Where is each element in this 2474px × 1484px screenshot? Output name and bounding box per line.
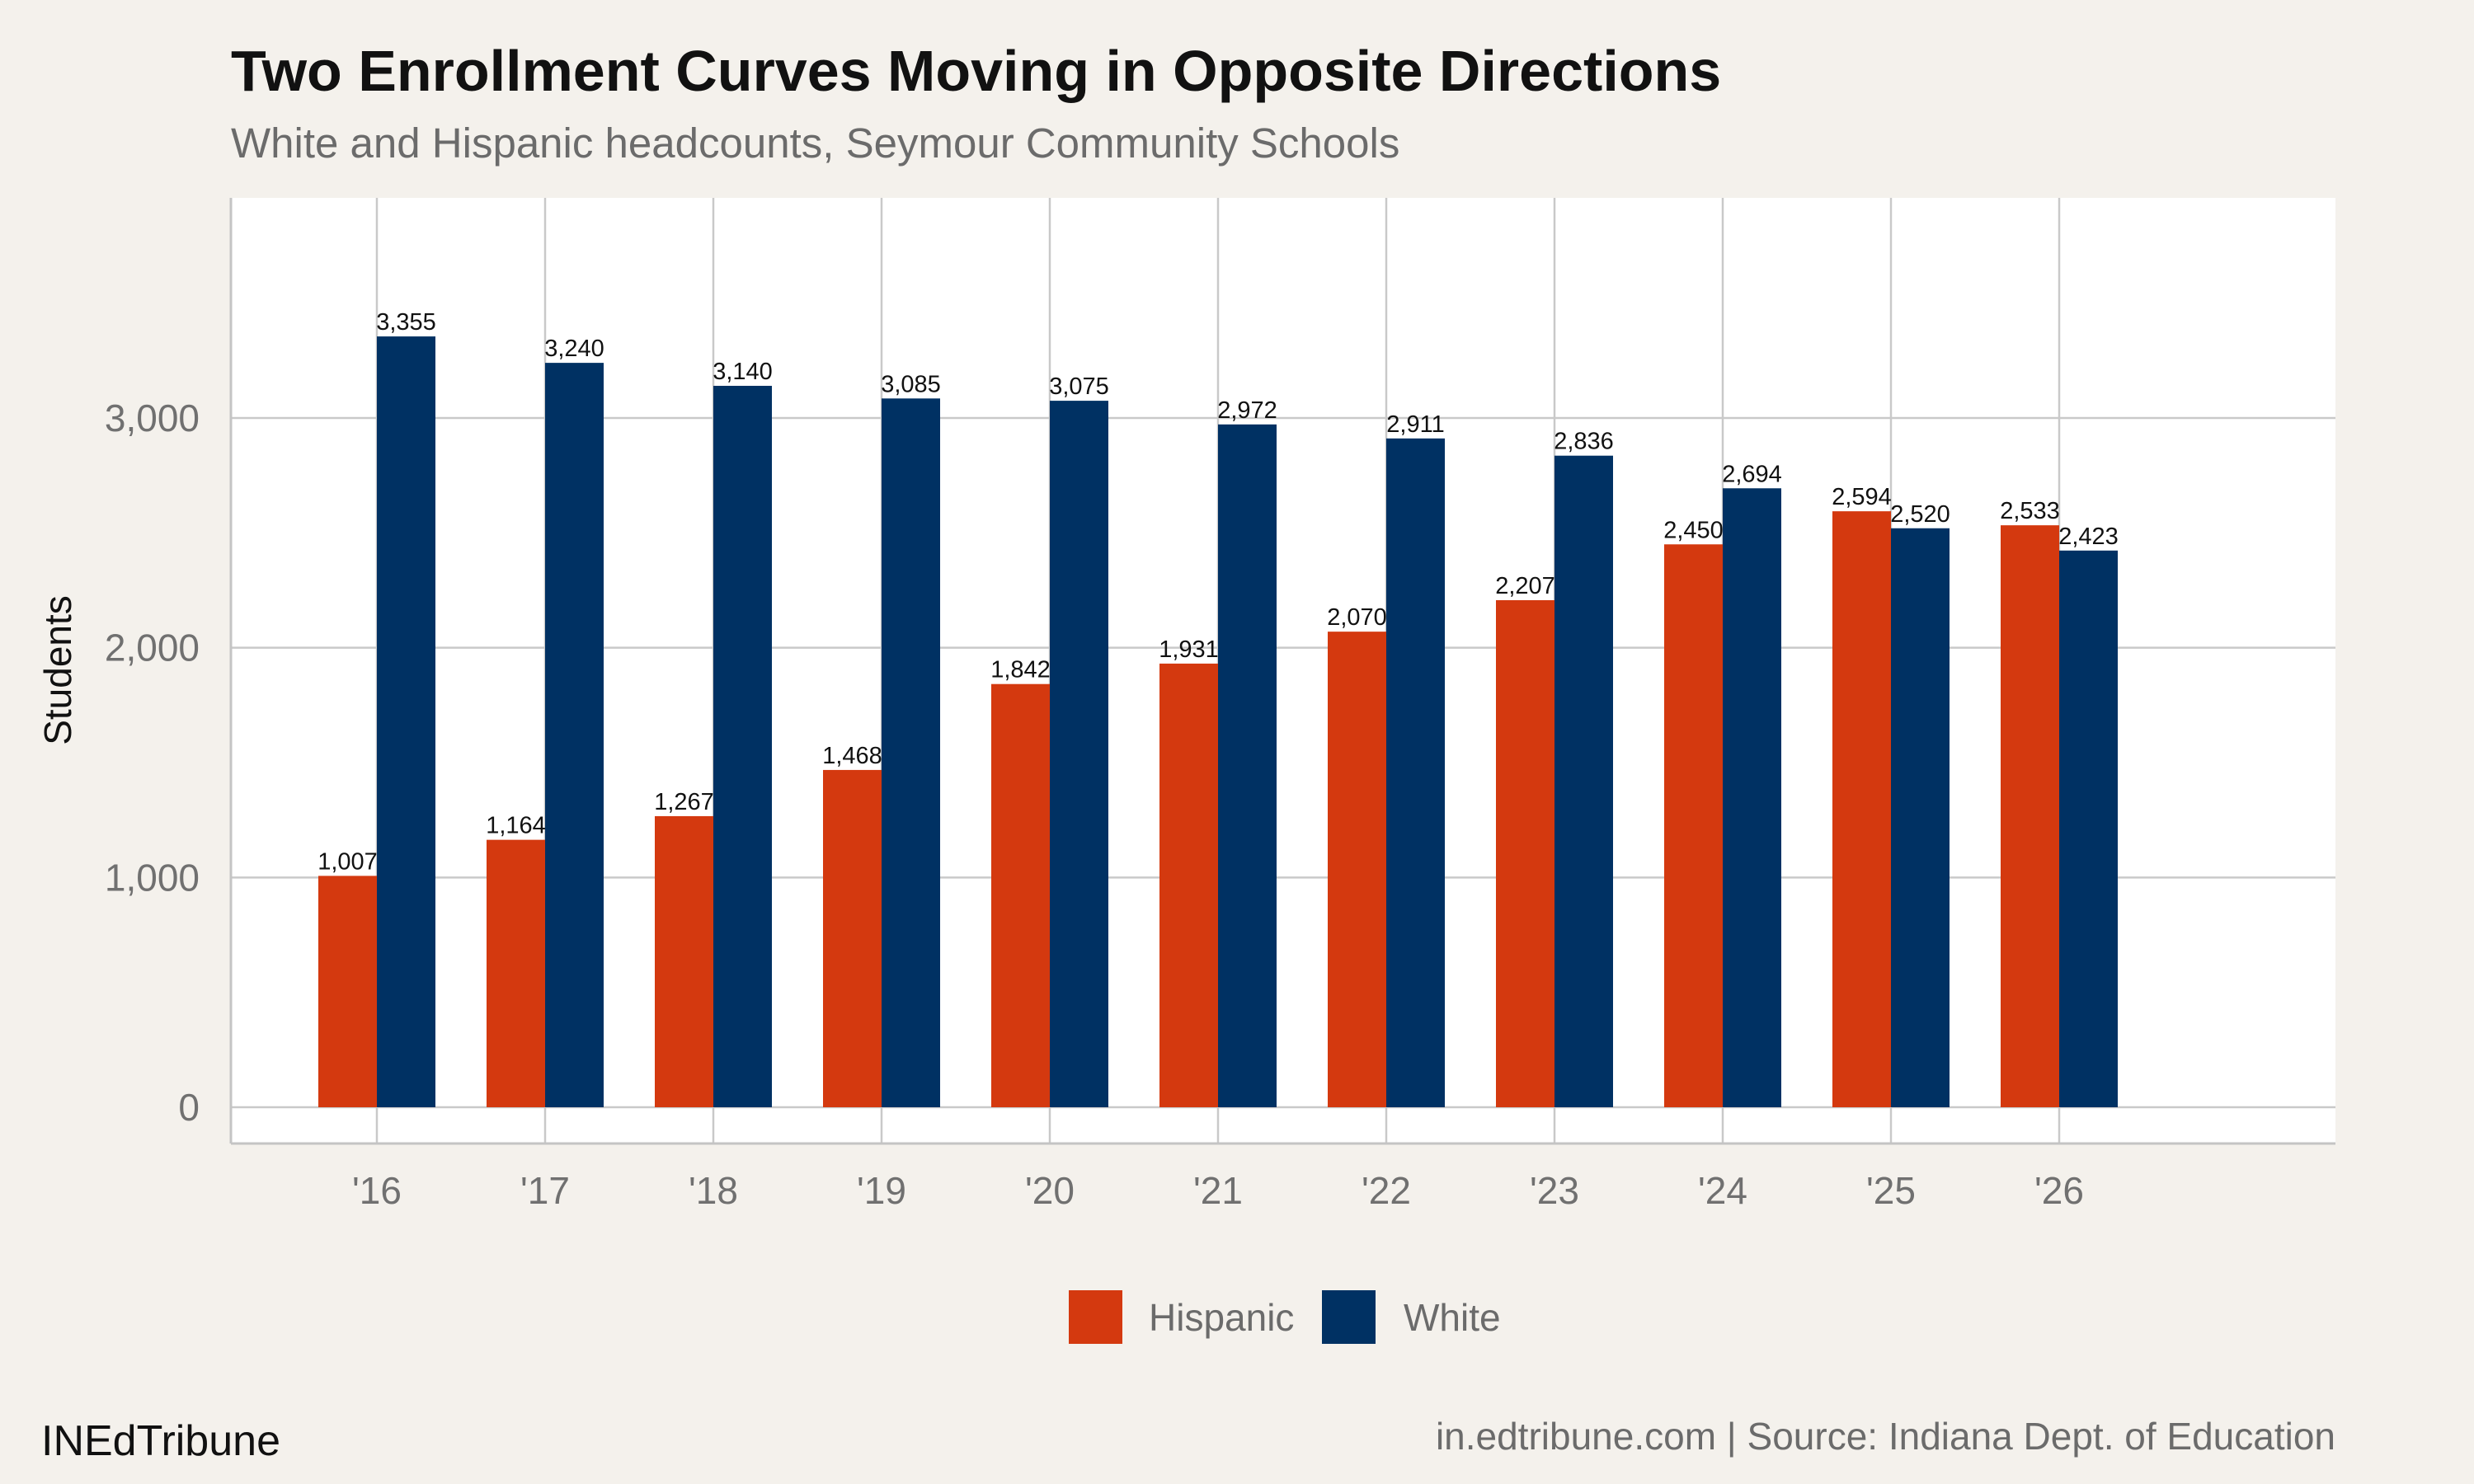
data-label-white: 3,355 bbox=[376, 309, 436, 336]
chart-title: Two Enrollment Curves Moving in Opposite… bbox=[231, 39, 1721, 103]
x-tick-label: '25 bbox=[1866, 1169, 1916, 1212]
data-label-white: 2,836 bbox=[1554, 429, 1614, 455]
data-label-hispanic: 1,007 bbox=[317, 848, 378, 875]
data-label-hispanic: 2,533 bbox=[2000, 498, 2060, 524]
bar-hispanic bbox=[1159, 663, 1218, 1107]
data-label-white: 3,085 bbox=[881, 371, 941, 397]
data-label-white: 3,240 bbox=[544, 336, 604, 362]
bar-white bbox=[545, 363, 604, 1107]
x-tick-label: '26 bbox=[2034, 1169, 2084, 1212]
bar-hispanic bbox=[655, 815, 713, 1107]
bar-white bbox=[1723, 488, 1781, 1107]
data-labels: 1,007 1,164 1,267 1,468 1,842 1,931 2,070 2,207… bbox=[317, 309, 2119, 875]
data-label-hispanic: 1,468 bbox=[822, 743, 882, 769]
data-label-white: 2,694 bbox=[1722, 461, 1782, 487]
x-tick-label: '17 bbox=[520, 1169, 570, 1212]
data-label-hispanic: 1,267 bbox=[654, 789, 714, 815]
data-label-white: 2,423 bbox=[2058, 524, 2119, 550]
bar-hispanic bbox=[487, 839, 545, 1107]
y-tick-label: 0 bbox=[178, 1086, 200, 1129]
y-axis-ticks: 0 1,000 2,000 3,000 bbox=[105, 397, 200, 1129]
x-tick-label: '16 bbox=[352, 1169, 402, 1212]
data-label-white: 3,075 bbox=[1049, 373, 1109, 400]
bar-white bbox=[2059, 550, 2118, 1107]
legend-swatch-white bbox=[1322, 1290, 1376, 1344]
x-tick-label: '23 bbox=[1530, 1169, 1579, 1212]
data-label-hispanic: 2,207 bbox=[1495, 573, 1555, 599]
data-label-white: 3,140 bbox=[713, 359, 773, 385]
bar-white bbox=[1050, 401, 1108, 1108]
y-tick-label: 2,000 bbox=[105, 627, 200, 669]
data-label-hispanic: 2,450 bbox=[1663, 517, 1724, 543]
source-note: in.edtribune.com | Source: Indiana Dept.… bbox=[1436, 1415, 2335, 1458]
y-tick-label: 1,000 bbox=[105, 856, 200, 899]
x-tick-label: '24 bbox=[1698, 1169, 1747, 1212]
bar-hispanic bbox=[318, 876, 377, 1107]
bar-white bbox=[1891, 528, 1950, 1107]
data-label-white: 2,911 bbox=[1386, 411, 1444, 438]
bar-white bbox=[1218, 424, 1277, 1107]
x-tick-label: '22 bbox=[1362, 1169, 1411, 1212]
x-tick-label: '19 bbox=[857, 1169, 906, 1212]
data-label-hispanic: 1,842 bbox=[990, 657, 1051, 683]
x-axis-ticks: '16 '17 '18 '19 '20 '21 '22 '23 '24 '25 '26 bbox=[352, 1169, 2084, 1212]
x-tick-label: '20 bbox=[1025, 1169, 1075, 1212]
data-label-hispanic: 1,164 bbox=[486, 813, 546, 839]
legend: Hispanic White bbox=[1069, 1290, 1501, 1344]
bar-white bbox=[882, 398, 940, 1107]
y-axis-label: Students bbox=[36, 595, 79, 745]
bar-hispanic bbox=[1832, 511, 1891, 1107]
bar-white bbox=[1554, 455, 1613, 1107]
bar-hispanic bbox=[823, 769, 882, 1107]
legend-swatch-hispanic bbox=[1069, 1290, 1122, 1344]
legend-label-white: White bbox=[1404, 1296, 1501, 1339]
bar-white bbox=[1386, 438, 1445, 1107]
bar-white bbox=[713, 385, 772, 1107]
data-label-hispanic: 2,594 bbox=[1832, 484, 1892, 510]
data-label-white: 2,972 bbox=[1217, 397, 1277, 424]
y-tick-label: 3,000 bbox=[105, 397, 200, 439]
bar-white bbox=[377, 336, 435, 1107]
brand-logo-text: INEdTribune bbox=[41, 1417, 280, 1465]
bar-hispanic bbox=[1496, 599, 1554, 1107]
data-label-white: 2,520 bbox=[1890, 501, 1950, 528]
data-label-hispanic: 1,931 bbox=[1159, 636, 1219, 663]
chart-subtitle: White and Hispanic headcounts, Seymour C… bbox=[231, 120, 1399, 167]
bar-hispanic bbox=[1664, 544, 1723, 1107]
bar-hispanic bbox=[1328, 632, 1386, 1107]
x-tick-label: '18 bbox=[689, 1169, 738, 1212]
bars bbox=[318, 336, 2118, 1108]
bar-hispanic bbox=[2001, 525, 2059, 1107]
data-label-hispanic: 2,070 bbox=[1327, 604, 1387, 631]
x-tick-label: '21 bbox=[1193, 1169, 1243, 1212]
legend-label-hispanic: Hispanic bbox=[1149, 1296, 1294, 1339]
bar-hispanic bbox=[991, 683, 1050, 1107]
